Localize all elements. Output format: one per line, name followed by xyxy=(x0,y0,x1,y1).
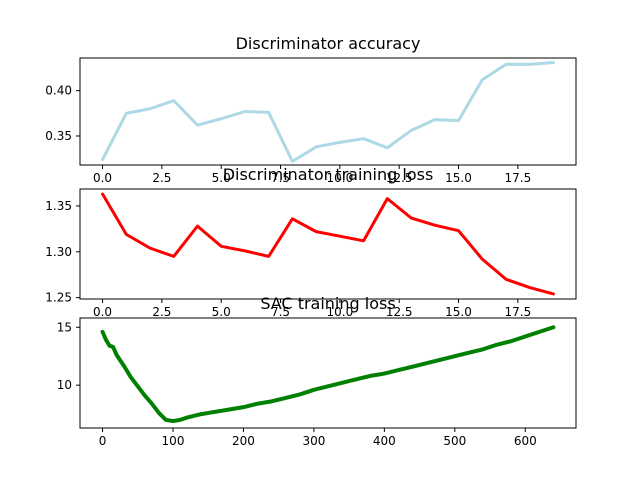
y-tick-label: 10 xyxy=(57,378,72,392)
x-tick-label: 10.0 xyxy=(327,171,354,185)
subplot-discriminator-accuracy: 0.0 2.5 5.0 7.5 10.0 12.5 15.0 17.5 0.35 0.40 Disc… xyxy=(45,34,577,185)
x-tick-label: 7.5 xyxy=(271,305,290,319)
x-tick-label: 500 xyxy=(443,434,466,448)
subplot-discriminator-training-loss: 0.0 2.5 5.0 7.5 10.0 12.5 15.0 17.5 1.25 1.30 1.35… xyxy=(45,165,577,319)
y-tick-label: 1.30 xyxy=(45,245,72,259)
chart-title: Discriminator accuracy xyxy=(236,34,421,53)
x-tick-label: 17.5 xyxy=(504,171,531,185)
x-tick-label: 100 xyxy=(162,434,185,448)
x-tick-label: 0.0 xyxy=(93,171,112,185)
y-tick-label: 0.35 xyxy=(45,129,72,143)
axes-frame xyxy=(79,188,577,300)
x-tick-label: 12.5 xyxy=(386,305,413,319)
x-tick-label: 12.5 xyxy=(386,171,413,185)
x-tick-label: 0.0 xyxy=(93,305,112,319)
x-tick-label: 17.5 xyxy=(504,305,531,319)
y-tick-label: 1.25 xyxy=(45,291,72,305)
chart-title: SAC training loss xyxy=(260,294,395,313)
x-tick-label: 400 xyxy=(373,434,396,448)
x-tick-label: 7.5 xyxy=(271,171,290,185)
x-tick-label: 2.5 xyxy=(152,171,171,185)
x-tick-label: 15.0 xyxy=(445,171,472,185)
x-tick-label: 200 xyxy=(232,434,255,448)
axes-frame xyxy=(79,317,577,429)
x-tick-label: 600 xyxy=(514,434,537,448)
series-line xyxy=(100,325,556,424)
series-line xyxy=(101,192,555,296)
x-tick-label: 5.0 xyxy=(212,171,231,185)
axes-frame xyxy=(79,57,577,166)
x-tick-label: 0 xyxy=(99,434,107,448)
x-tick-label: 5.0 xyxy=(212,305,231,319)
x-tick-label: 10.0 xyxy=(327,305,354,319)
x-tick-label: 15.0 xyxy=(445,305,472,319)
y-tick-label: 15 xyxy=(57,320,72,334)
x-tick-label: 2.5 xyxy=(152,305,171,319)
series-line xyxy=(101,61,555,163)
y-tick-label: 0.40 xyxy=(45,84,72,98)
subplot-sac-training-loss: 0 100 200 300 400 500 600 10 15 SAC training loss xyxy=(57,294,577,448)
x-tick-label: 300 xyxy=(302,434,325,448)
chart-title: Discriminator training loss xyxy=(223,165,434,184)
y-tick-label: 1.35 xyxy=(45,199,72,213)
